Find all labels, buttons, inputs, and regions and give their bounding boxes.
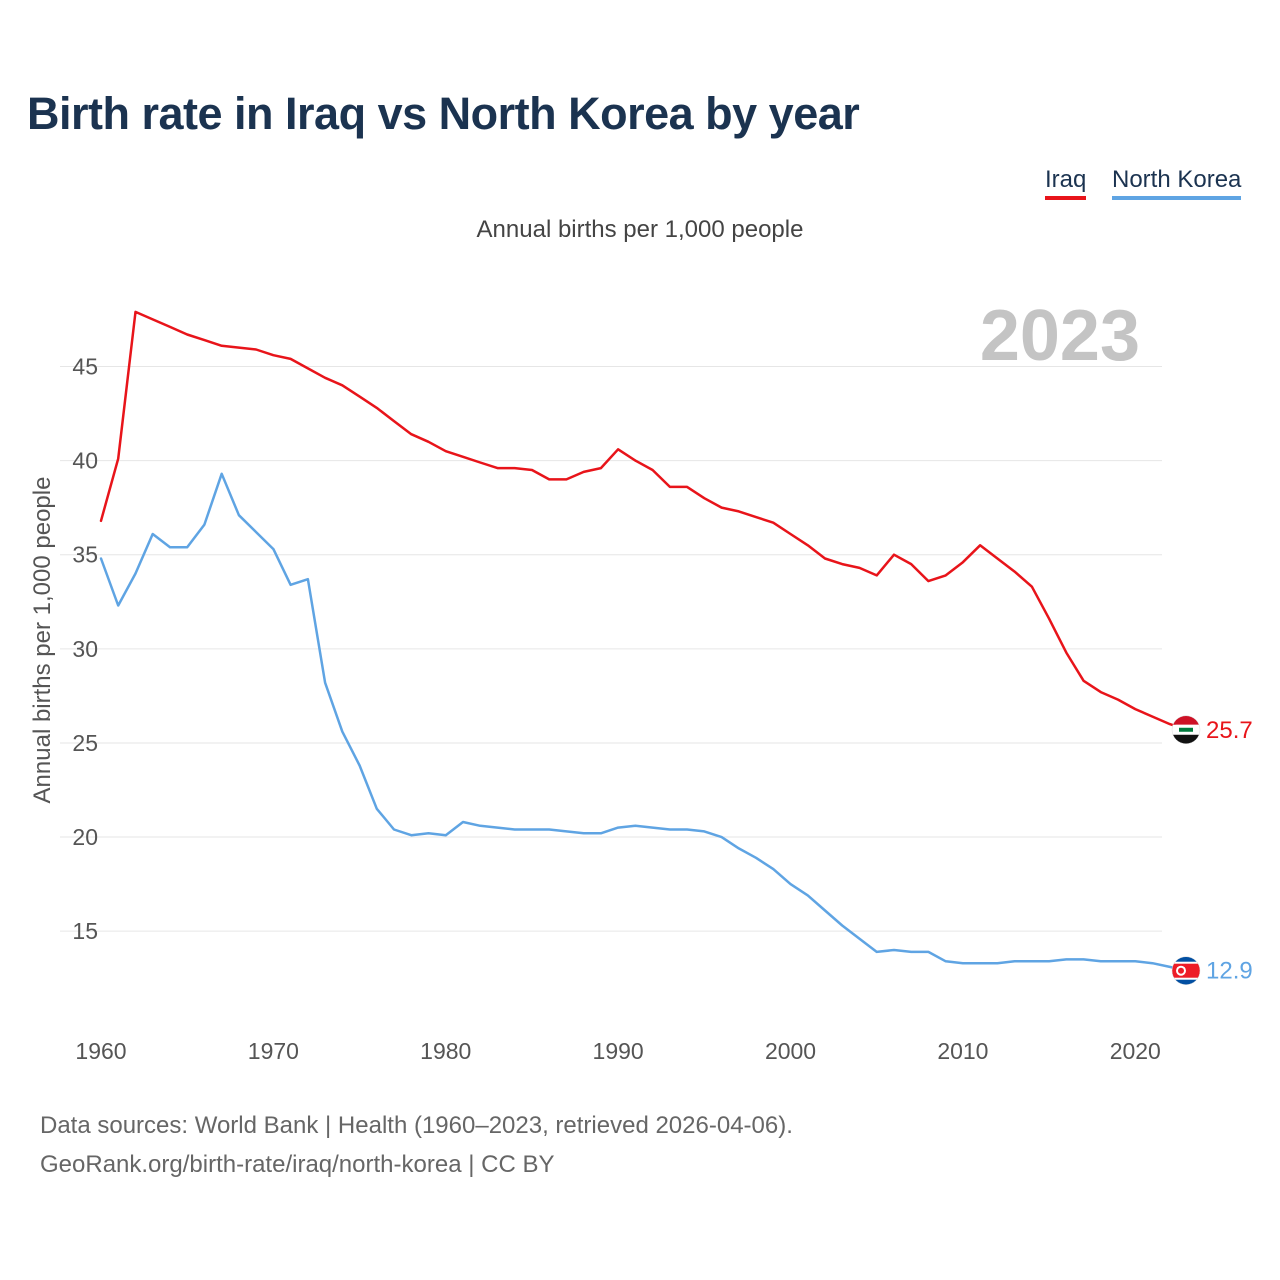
series-lines bbox=[99, 310, 1189, 972]
chart-title: Birth rate in Iraq vs North Korea by yea… bbox=[27, 88, 860, 139]
y-tick-label-15: 15 bbox=[72, 918, 98, 944]
end-markers: 25.7 12.9 bbox=[1171, 715, 1253, 985]
footer-link[interactable]: GeoRank.org/birth-rate/iraq/north-korea … bbox=[40, 1151, 555, 1178]
x-tick-label-1990: 1990 bbox=[593, 1038, 644, 1064]
end-label-iraq: 25.7 bbox=[1206, 717, 1253, 744]
x-tick-label-2020: 2020 bbox=[1110, 1038, 1161, 1064]
end-label-north-korea: 12.9 bbox=[1206, 958, 1253, 985]
x-tick-label-1980: 1980 bbox=[420, 1038, 471, 1064]
y-axis-ticks: 15 20 25 30 35 40 45 bbox=[72, 353, 98, 944]
footer-source: Data sources: World Bank | Health (1960–… bbox=[40, 1112, 793, 1139]
flag-marker-north-korea bbox=[1171, 956, 1201, 985]
series-line-iraq bbox=[99, 310, 1189, 732]
y-tick-label-25: 25 bbox=[72, 730, 98, 756]
y-tick-label-45: 45 bbox=[72, 353, 98, 379]
y-tick-label-30: 30 bbox=[72, 636, 98, 662]
flag-marker-iraq bbox=[1171, 715, 1201, 745]
series-line-north-korea bbox=[99, 472, 1189, 972]
footer: Data sources: World Bank | Health (1960–… bbox=[40, 1106, 793, 1184]
x-tick-label-1960: 1960 bbox=[75, 1038, 126, 1064]
year-watermark: 2023 bbox=[980, 296, 1140, 376]
y-tick-label-40: 40 bbox=[72, 448, 98, 474]
legend-item-iraq[interactable]: Iraq bbox=[1045, 166, 1087, 200]
y-tick-label-35: 35 bbox=[72, 542, 98, 568]
y-axis-label: Annual births per 1,000 people bbox=[29, 477, 56, 804]
gridlines bbox=[60, 365, 1162, 932]
chart-subtitle: Annual births per 1,000 people bbox=[476, 216, 804, 243]
x-tick-label-2010: 2010 bbox=[937, 1038, 988, 1064]
chart-plot: 2023 15 20 25 30 35 40 45 1960 1970 1980 1990 2000… bbox=[29, 296, 1253, 1064]
x-tick-label-1970: 1970 bbox=[248, 1038, 299, 1064]
x-axis-ticks: 1960 1970 1980 1990 2000 2010 2020 bbox=[75, 1038, 1160, 1064]
y-tick-label-20: 20 bbox=[72, 824, 98, 850]
legend-item-north-korea[interactable]: North Korea bbox=[1112, 166, 1242, 200]
x-tick-label-2000: 2000 bbox=[765, 1038, 816, 1064]
